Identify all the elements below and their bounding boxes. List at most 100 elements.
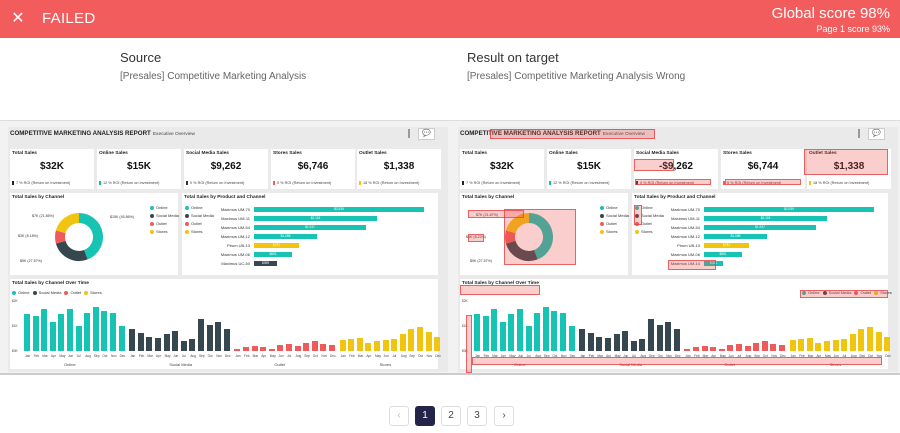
- result-header: ✕ FAILED Global score 98% Page 1 score 9…: [0, 0, 900, 38]
- source-y-tick: $0K: [12, 349, 18, 353]
- target-product-legend-item[interactable]: Social Media: [635, 213, 664, 218]
- target-product-label: Maximus UM-14: [670, 261, 700, 266]
- next-page-button[interactable]: ›: [494, 406, 514, 426]
- target-product-bar: $1,088: [704, 234, 767, 239]
- target-product-legend-item[interactable]: Stores: [635, 229, 653, 234]
- source-time-bar-outlet: [260, 347, 267, 351]
- target-scroll-handle[interactable]: [858, 129, 860, 138]
- prev-page-button[interactable]: ‹: [389, 406, 409, 426]
- target-month-label: May: [614, 354, 621, 358]
- source-time-bar-stores: [348, 339, 355, 351]
- target-month-label: Nov: [771, 354, 778, 358]
- source-legend-label: Stores: [191, 229, 203, 234]
- target-time-bar-stores: [789, 340, 796, 351]
- target-time-bar-social: [639, 339, 646, 351]
- target-legend-label: Outlet: [606, 221, 617, 226]
- target-product-bar: $651: [704, 252, 742, 257]
- close-icon[interactable]: ✕: [11, 10, 25, 27]
- target-roi-swatch: [549, 181, 551, 185]
- source-roi-text: 7 % ROI (Return on Investment): [16, 181, 71, 185]
- target-channel-legend-item[interactable]: Social Media: [600, 213, 629, 218]
- target-month-label: Jun: [728, 354, 734, 358]
- source-product-bar-value: $1,937: [305, 225, 315, 229]
- source-time-bar-stores: [434, 337, 441, 351]
- target-month-label: Apr: [500, 354, 506, 358]
- source-product-panel-title: Total Sales by Product and Channel: [184, 195, 266, 200]
- target-month-label: Mar: [597, 354, 603, 358]
- target-kpi-card: Stores Sales $6,744 5 % ROI (Return on Inv…: [721, 149, 805, 189]
- source-product-legend-item[interactable]: Social Media: [185, 213, 214, 218]
- source-channel-legend-item[interactable]: Stores: [150, 229, 168, 234]
- target-time-bar-outlet: [710, 347, 717, 351]
- target-channel-legend-item[interactable]: Stores: [600, 229, 618, 234]
- source-donut-label: $3K (8.18%): [18, 234, 38, 238]
- source-product-bar-value: $781: [272, 243, 281, 247]
- target-product-bar-value: $321: [709, 261, 718, 265]
- source-kpi-card: Outlet Sales $1,338 18 % ROI (Return on In…: [357, 149, 441, 189]
- source-product-bar: $2,118: [254, 216, 377, 221]
- page-button-3[interactable]: 3: [467, 406, 487, 426]
- source-time-bar-online: [41, 309, 48, 351]
- page-button-1[interactable]: 1: [415, 406, 435, 426]
- target-product-label: Maximus UM-06: [670, 252, 700, 257]
- source-kpi-value: $6,746: [297, 161, 329, 172]
- target-roi-swatch: [636, 181, 638, 185]
- source-comment-icon[interactable]: 💬: [418, 128, 435, 140]
- target-channel-legend-item[interactable]: Outlet: [600, 221, 617, 226]
- target-comment-icon[interactable]: 💬: [868, 128, 885, 140]
- target-product-bar: $2,118: [704, 216, 827, 221]
- source-time-bar-stores: [399, 334, 406, 351]
- source-channel-legend-item[interactable]: Outlet: [150, 221, 167, 226]
- source-month-label: Nov: [321, 354, 328, 358]
- target-time-bar-social: [596, 337, 603, 351]
- source-scroll-handle[interactable]: [408, 129, 410, 138]
- source-kpi-value: $15K: [127, 161, 151, 172]
- target-product-bar: $2,939: [704, 207, 874, 212]
- target-channel-legend-item[interactable]: Online: [600, 205, 618, 210]
- source-product-bar: $399: [254, 261, 277, 266]
- source-product-legend-item[interactable]: Outlet: [185, 221, 202, 226]
- source-channel-group-label: Outlet: [274, 362, 286, 367]
- target-product-legend-item[interactable]: Outlet: [635, 221, 652, 226]
- target-legend-dot-icon: [802, 290, 806, 295]
- source-donut-label: $7K (21.85%): [32, 214, 54, 218]
- target-kpi-roi: 18 % ROI (Return on Investment): [809, 181, 869, 185]
- source-roi-swatch: [186, 181, 188, 185]
- source-channel-legend-item[interactable]: Social Media: [150, 213, 179, 218]
- target-month-label: Feb: [483, 354, 490, 358]
- source-kpi-label: Stores Sales: [273, 151, 302, 156]
- page-button-2[interactable]: 2: [441, 406, 461, 426]
- target-time-bar-outlet: [718, 349, 725, 351]
- target-report-subtitle: Executive Overview: [602, 132, 645, 137]
- target-roi-text: 5 % ROI (Return on Investment): [727, 181, 782, 185]
- target-time-bar-social: [605, 338, 611, 351]
- source-legend-dot-icon: [185, 213, 189, 218]
- target-month-label: Aug: [535, 354, 541, 358]
- source-product-legend-item[interactable]: Stores: [185, 229, 203, 234]
- source-month-label: Apr: [50, 354, 56, 358]
- target-product-legend-item[interactable]: Online: [635, 205, 653, 210]
- source-kpi-card: Total Sales $32K 7 % ROI (Return on Invest…: [10, 149, 94, 189]
- source-report: COMPETITIVE MARKETING ANALYSIS REPORT Exe…: [8, 127, 448, 372]
- target-time-bar-stores: [798, 339, 805, 351]
- target-legend-label: Social Media: [641, 213, 664, 218]
- source-month-label: Jun: [173, 354, 179, 358]
- source-time-bar-social: [189, 339, 196, 351]
- source-time-bar-outlet: [277, 345, 284, 351]
- source-channel-legend-item[interactable]: Online: [150, 205, 168, 210]
- source-time-bar-stores: [425, 332, 432, 351]
- source-time-bar-stores: [382, 340, 389, 351]
- source-legend-dot-icon: [150, 213, 154, 218]
- source-legend-label: Outlet: [191, 221, 202, 226]
- target-month-label: Feb: [694, 354, 700, 358]
- source-time-bar-social: [215, 322, 222, 351]
- source-product-label: Pirum UB-13: [227, 243, 250, 248]
- target-product-label: Maximus UM-70: [670, 207, 700, 212]
- diff-highlight: [468, 234, 484, 242]
- target-donut-slice-stores: [505, 213, 530, 234]
- source-month-label: Mar: [147, 354, 153, 358]
- source-legend-dot-icon: [32, 290, 37, 295]
- target-roi-swatch: [723, 181, 725, 185]
- target-time-bar-online: [499, 322, 506, 351]
- source-product-legend-item[interactable]: Online: [185, 205, 203, 210]
